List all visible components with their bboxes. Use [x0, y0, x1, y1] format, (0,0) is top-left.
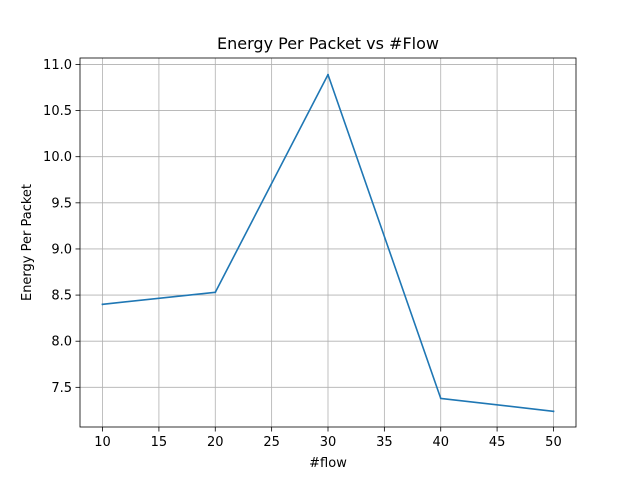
series-layer: [101, 73, 555, 413]
y-tick-label: 10.0: [43, 150, 72, 165]
y-tick-label: 9.5: [51, 196, 72, 211]
y-tick-label: 8.0: [51, 335, 72, 350]
y-axis: 7.5 8.0 8.5 9.0 9.5 10.0 10.5 11.0: [43, 58, 80, 396]
x-tick-label: 20: [207, 435, 224, 450]
x-tick-label: 10: [94, 435, 111, 450]
x-tick-label: 25: [263, 435, 280, 450]
y-tick-label: 7.5: [51, 381, 72, 396]
x-tick-label: 50: [545, 435, 562, 450]
grid: [80, 58, 576, 427]
x-tick-label: 45: [489, 435, 506, 450]
y-tick-label: 10.5: [43, 104, 72, 119]
data-point: [439, 397, 442, 400]
x-tick-label: 30: [320, 435, 337, 450]
x-axis-label: #flow: [309, 456, 347, 471]
data-point: [327, 73, 329, 76]
x-axis: 10 15 20 25 30 35 40 45 50: [94, 427, 562, 450]
chart-title: Energy Per Packet vs #Flow: [217, 34, 439, 53]
y-axis-label: Energy Per Packet: [20, 184, 35, 301]
x-tick-label: 15: [151, 435, 168, 450]
data-point: [214, 291, 217, 294]
y-tick-label: 11.0: [43, 58, 72, 73]
data-point: [101, 303, 104, 306]
x-tick-label: 40: [432, 435, 449, 450]
x-tick-label: 35: [376, 435, 393, 450]
y-tick-label: 8.5: [51, 289, 72, 304]
data-point: [552, 410, 555, 413]
y-tick-label: 9.0: [51, 242, 72, 257]
